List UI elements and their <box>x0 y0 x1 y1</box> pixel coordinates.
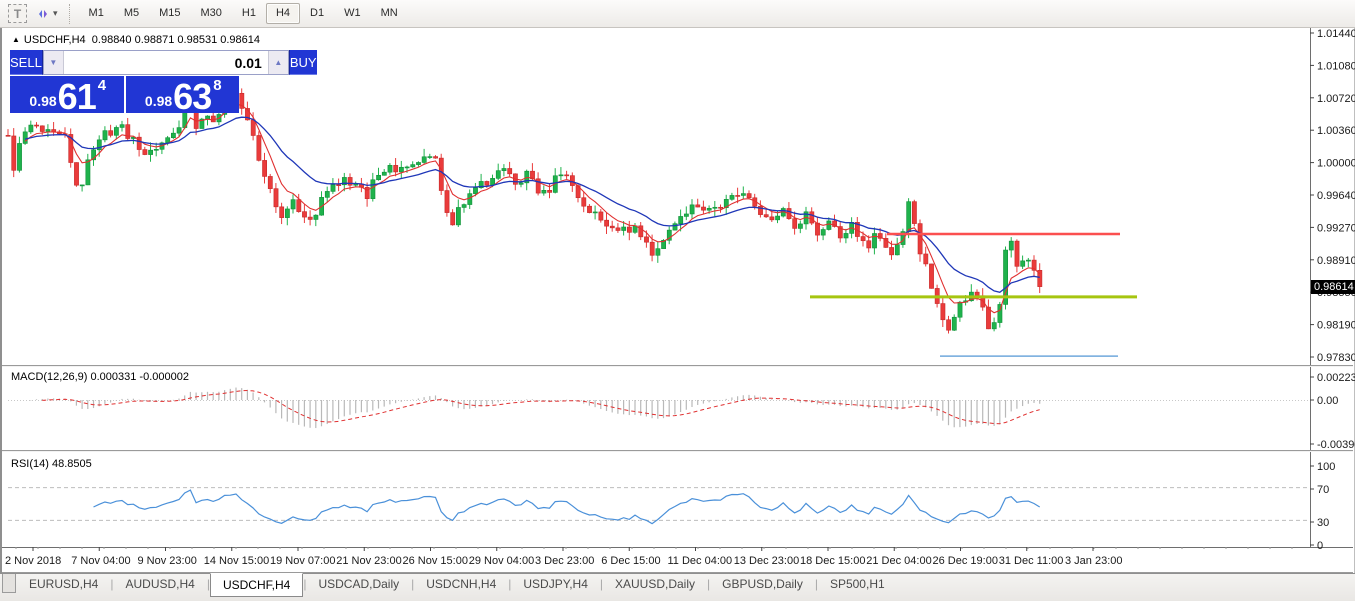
toolbar-separator <box>68 3 75 24</box>
chevron-down-icon: ▾ <box>53 8 58 18</box>
date-axis-label: 6 Dec 15:00 <box>601 555 660 567</box>
arrange-arrows-icon[interactable]: ▾ <box>32 3 61 25</box>
sell-price-display[interactable]: 0.98 61 4 <box>10 76 124 115</box>
date-axis-label: 14 Nov 15:00 <box>204 555 269 567</box>
tab-separator: | <box>599 577 603 591</box>
macd-histogram <box>30 387 1041 429</box>
date-axis-label: 21 Dec 04:00 <box>866 555 931 567</box>
rsi-axis-label: 0 <box>1317 540 1323 552</box>
volume-decrease-button[interactable]: ▼ <box>43 51 64 74</box>
one-click-trade-panel: SELL ▼ ▲ BUY 0.98 61 4 0.98 63 8 <box>10 50 317 115</box>
rsi-axis-label: 100 <box>1317 461 1335 473</box>
date-axis-label: 26 Nov 15:00 <box>403 555 468 567</box>
price-axis-label: 1.01080 <box>1317 60 1355 72</box>
date-axis-label: 7 Nov 04:00 <box>71 555 130 567</box>
chart-tab-gbpusd[interactable]: GBPUSD,Daily <box>722 577 803 591</box>
chart-tab-usdcnh[interactable]: USDCNH,H4 <box>426 577 497 591</box>
price-axis-label: 1.01440 <box>1317 28 1355 40</box>
tab-separator: | <box>303 577 307 591</box>
date-axis-label: 21 Nov 23:00 <box>336 555 401 567</box>
date-axis-label: 31 Dec 11:00 <box>999 555 1064 567</box>
date-axis-label: 29 Nov 04:00 <box>469 555 534 567</box>
timeframe-button-h1[interactable]: H1 <box>241 7 256 19</box>
price-axis-label: 0.99640 <box>1317 190 1355 202</box>
macd-axis-label: -0.003901 <box>1317 439 1355 451</box>
ma-fast-red <box>24 103 1041 314</box>
buy-button[interactable]: BUY <box>288 50 317 75</box>
buy-price-display[interactable]: 0.98 63 8 <box>125 76 239 115</box>
macd-axis-label: 0.002239 <box>1317 372 1355 384</box>
chart-tab-eurusd[interactable]: EURUSD,H4 <box>29 577 99 591</box>
timeframe-button-m30[interactable]: M30 <box>200 7 222 19</box>
price-axis-label: 1.00360 <box>1317 125 1355 137</box>
price-axis-label: 1.00000 <box>1317 158 1355 170</box>
date-axis-label: 3 Dec 23:00 <box>535 555 594 567</box>
chart-tab-usdjpy[interactable]: USDJPY,H4 <box>523 577 588 591</box>
chart-tab-usdcad[interactable]: USDCAD,Daily <box>318 577 400 591</box>
date-axis-label: 11 Dec 04:00 <box>668 555 733 567</box>
macd-signal-line <box>42 389 1040 425</box>
rsi-indicator-label: RSI(14) 48.8505 <box>11 458 92 470</box>
current-price-tag: 0.98614 <box>1311 280 1355 294</box>
rsi-axis-label: 30 <box>1317 517 1329 529</box>
tab-separator: | <box>508 577 512 591</box>
symbol-label: USDCHF,H4 <box>23 34 86 46</box>
timeframe-button-h4[interactable]: H4 <box>265 3 301 24</box>
chart-window[interactable] <box>0 28 1355 573</box>
timeframe-button-mn[interactable]: MN <box>380 7 398 19</box>
date-axis-label: 13 Dec 23:00 <box>734 555 799 567</box>
ma-slow-blue <box>24 116 1040 294</box>
chart-tab-bar: EURUSD,H4 | AUDUSD,H4 | USDCHF,H4 | USDCAD,Dai… <box>0 573 1355 601</box>
date-axis-label: 9 Nov 23:00 <box>138 555 197 567</box>
price-axis-label: 0.98190 <box>1317 320 1355 332</box>
tab-separator: | <box>411 577 415 591</box>
text-tool-icon[interactable]: T <box>5 3 30 25</box>
price-axis-label: 0.97830 <box>1317 352 1355 364</box>
tab-separator: | <box>707 577 711 591</box>
tab-separator: | <box>206 577 210 591</box>
timeframe-button-w1[interactable]: W1 <box>344 7 361 19</box>
chart-tab-sp500[interactable]: SP500,H1 <box>829 577 885 591</box>
price-axis-label: 1.00720 <box>1317 93 1355 105</box>
timeframe-button-m15[interactable]: M15 <box>159 7 181 19</box>
volume-input[interactable] <box>63 51 268 74</box>
volume-control: ▼ ▲ <box>42 50 289 75</box>
price-axis-label: 0.98910 <box>1317 255 1355 267</box>
timeframe-button-d1[interactable]: D1 <box>310 7 325 19</box>
chart-tab-usdchf[interactable]: USDCHF,H4 <box>209 573 304 597</box>
macd-axis-label: 0.00 <box>1317 395 1338 407</box>
expand-arrow-icon: ▲ <box>12 35 20 44</box>
volume-increase-button[interactable]: ▲ <box>267 51 288 74</box>
sell-button[interactable]: SELL <box>10 50 43 75</box>
chart-title: ▲ USDCHF,H4 0.98840 0.98871 0.98531 0.986… <box>12 34 260 46</box>
timeframe-button-m1[interactable]: M1 <box>88 7 104 19</box>
top-toolbar: T ▾ M1 M5 M15 M30 H1 H4 D1 W1 MN <box>0 0 1355 28</box>
date-axis-label: 3 Jan 23:00 <box>1065 555 1123 567</box>
date-axis-label: 2 Nov 2018 <box>5 555 61 567</box>
date-axis-label: 26 Dec 19:00 <box>933 555 998 567</box>
date-axis-label: 19 Nov 07:00 <box>270 555 335 567</box>
chart-tab-audusd[interactable]: AUDUSD,H4 <box>125 577 195 591</box>
price-axis-label: 0.99270 <box>1317 222 1355 234</box>
chart-tab-xauusd[interactable]: XAUUSD,Daily <box>615 577 696 591</box>
rsi-axis-label: 70 <box>1317 484 1329 496</box>
tab-stub[interactable] <box>2 574 16 593</box>
ohlc-values: 0.98840 0.98871 0.98531 0.98614 <box>91 34 260 46</box>
macd-indicator-label: MACD(12,26,9) 0.000331 -0.000002 <box>11 371 189 383</box>
timeframe-group: M1 M5 M15 M30 H1 H4 D1 W1 MN <box>79 3 408 24</box>
tab-separator: | <box>814 577 818 591</box>
candles <box>5 86 1043 334</box>
timeframe-button-m5[interactable]: M5 <box>123 7 140 19</box>
tab-separator: | <box>110 577 114 591</box>
date-axis-label: 18 Dec 15:00 <box>800 555 865 567</box>
rsi-line <box>93 489 1041 525</box>
arrows-glyph <box>39 9 47 18</box>
